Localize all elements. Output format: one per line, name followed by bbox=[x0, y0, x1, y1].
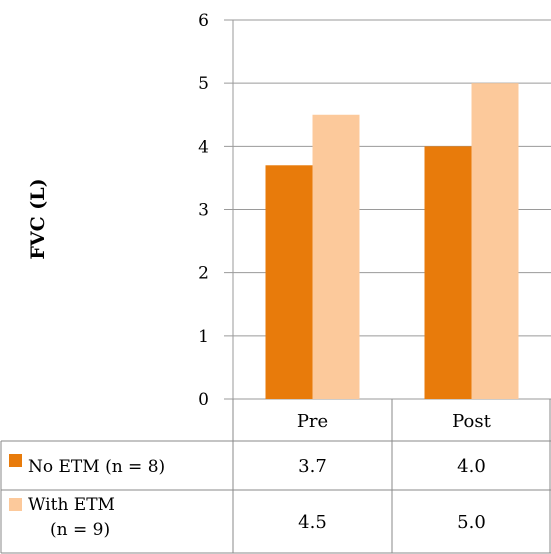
data-cell: 3.7 bbox=[298, 456, 327, 477]
legend-swatch bbox=[9, 498, 22, 511]
y-tick-labels: 0 1 2 3 4 5 6 bbox=[198, 11, 209, 410]
data-cell: 4.0 bbox=[457, 456, 486, 477]
legend-label: (n = 9) bbox=[50, 520, 110, 540]
legend-label: With ETM bbox=[28, 495, 115, 515]
bars bbox=[265, 83, 519, 400]
category-label: Post bbox=[452, 411, 491, 432]
bar bbox=[424, 146, 472, 399]
bar bbox=[265, 165, 313, 399]
y-tick-label: 1 bbox=[198, 327, 209, 347]
legend-label: No ETM (n = 8) bbox=[28, 457, 165, 477]
bar bbox=[471, 83, 519, 400]
data-cell: 4.5 bbox=[298, 512, 327, 533]
y-axis-label: FVC (L) bbox=[27, 178, 49, 259]
y-tick-label: 6 bbox=[198, 11, 209, 31]
y-tick-label: 5 bbox=[198, 74, 209, 94]
category-label: Pre bbox=[297, 411, 328, 432]
y-tick-label: 3 bbox=[198, 201, 209, 221]
bar bbox=[312, 114, 360, 399]
data-cell: 5.0 bbox=[457, 512, 486, 533]
data-table: Pre Post No ETM (n = 8) 3.7 4.0 With ETM (n = … bbox=[0, 399, 551, 554]
y-tick-label: 0 bbox=[198, 390, 209, 410]
legend-swatch bbox=[9, 454, 22, 467]
y-tick-label: 2 bbox=[198, 264, 209, 284]
y-tick-label: 4 bbox=[198, 137, 209, 157]
